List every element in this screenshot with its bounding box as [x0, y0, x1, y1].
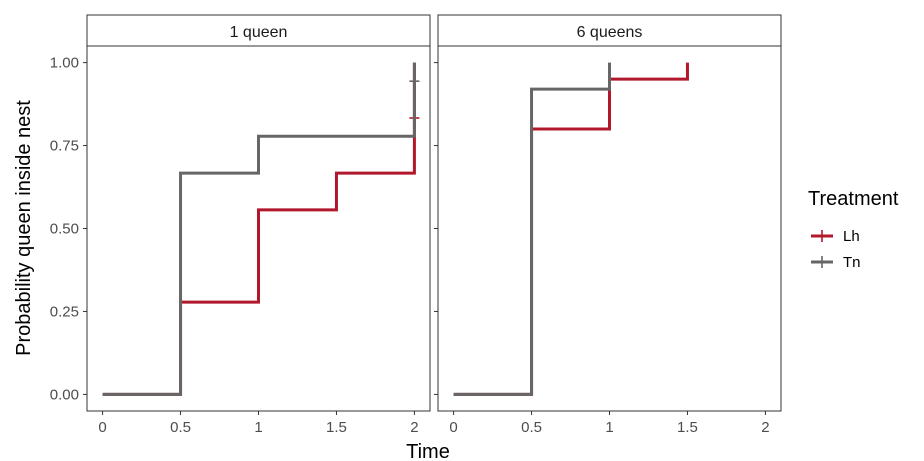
legend: Treatment Lh Tn — [808, 188, 899, 271]
x-tick-label: 0.5 — [521, 419, 542, 436]
x-tick-label: 0 — [98, 419, 106, 436]
x-axis-title: Time — [406, 441, 450, 461]
x-tick-label: 0.5 — [170, 419, 191, 436]
legend-key-lh: Lh — [811, 228, 860, 245]
x-tick-label: 1 — [605, 419, 613, 436]
panel-strip-label: 6 queens — [577, 24, 643, 41]
x-tick-label: 1.5 — [677, 419, 698, 436]
legend-label-tn: Tn — [843, 254, 861, 271]
y-tick-label: 0.25 — [50, 303, 79, 320]
x-tick-label: 1 — [254, 419, 262, 436]
legend-key-tn: Tn — [811, 254, 861, 271]
series-line-tn — [453, 62, 611, 396]
y-tick-label: 0.75 — [50, 138, 79, 155]
y-tick-label: 1.00 — [50, 55, 79, 72]
legend-title: Treatment — [808, 188, 899, 210]
x-tick-label: 1.5 — [326, 419, 347, 436]
x-tick-label: 2 — [761, 419, 769, 436]
panel-1: 1 queen 0.00 0.25 0.50 0.75 1.00 0 0.5 1 1.5 2 — [50, 14, 431, 436]
panel-2: 6 queens 0 0.5 1 1.5 2 — [434, 14, 782, 436]
y-tick-label: 0.50 — [50, 221, 79, 238]
series-line-tn — [102, 62, 416, 396]
panel-strip — [86, 14, 431, 47]
legend-label-lh: Lh — [843, 228, 860, 245]
legend-entries: Lh Tn — [811, 228, 861, 271]
y-tick-label: 0.00 — [50, 386, 79, 403]
panel-strip-label: 1 queen — [230, 24, 288, 41]
x-tick-label: 0 — [449, 419, 457, 436]
y-axis-title: Probability queen inside nest — [13, 100, 35, 356]
x-tick-label: 2 — [410, 419, 418, 436]
